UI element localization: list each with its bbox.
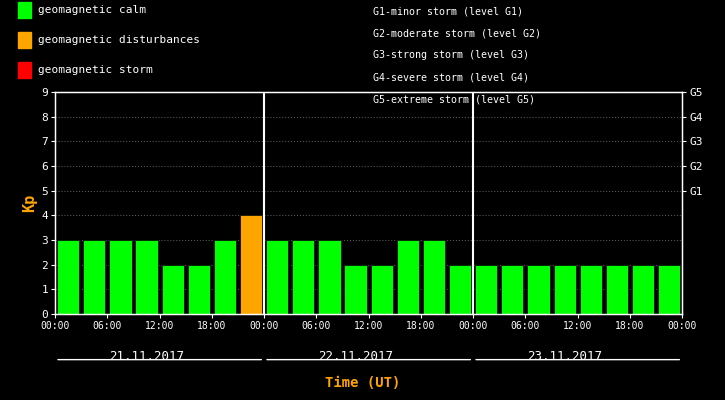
Bar: [397, 240, 419, 314]
Text: G5-extreme storm (level G5): G5-extreme storm (level G5): [373, 94, 535, 104]
Bar: [214, 240, 236, 314]
Bar: [632, 265, 654, 314]
Bar: [553, 265, 576, 314]
Bar: [109, 240, 131, 314]
Bar: [57, 240, 79, 314]
Bar: [240, 215, 262, 314]
Text: G4-severe storm (level G4): G4-severe storm (level G4): [373, 72, 529, 82]
Bar: [83, 240, 105, 314]
Bar: [292, 240, 315, 314]
Text: geomagnetic calm: geomagnetic calm: [38, 5, 146, 15]
Bar: [658, 265, 680, 314]
Text: G1-minor storm (level G1): G1-minor storm (level G1): [373, 6, 523, 16]
Bar: [606, 265, 628, 314]
Bar: [423, 240, 445, 314]
Text: geomagnetic disturbances: geomagnetic disturbances: [38, 35, 200, 45]
Bar: [370, 265, 393, 314]
Y-axis label: Kp: Kp: [22, 194, 37, 212]
Bar: [527, 265, 550, 314]
Bar: [475, 265, 497, 314]
Bar: [318, 240, 341, 314]
Text: G3-strong storm (level G3): G3-strong storm (level G3): [373, 50, 529, 60]
Bar: [162, 265, 184, 314]
Text: G2-moderate storm (level G2): G2-moderate storm (level G2): [373, 28, 542, 38]
Text: geomagnetic storm: geomagnetic storm: [38, 65, 153, 75]
Bar: [188, 265, 210, 314]
Text: 23.11.2017: 23.11.2017: [527, 350, 602, 363]
Text: 22.11.2017: 22.11.2017: [318, 350, 393, 363]
Bar: [344, 265, 367, 314]
Bar: [266, 240, 289, 314]
Bar: [449, 265, 471, 314]
Bar: [136, 240, 157, 314]
Bar: [501, 265, 523, 314]
Bar: [580, 265, 602, 314]
Text: 21.11.2017: 21.11.2017: [109, 350, 184, 363]
Text: Time (UT): Time (UT): [325, 376, 400, 390]
